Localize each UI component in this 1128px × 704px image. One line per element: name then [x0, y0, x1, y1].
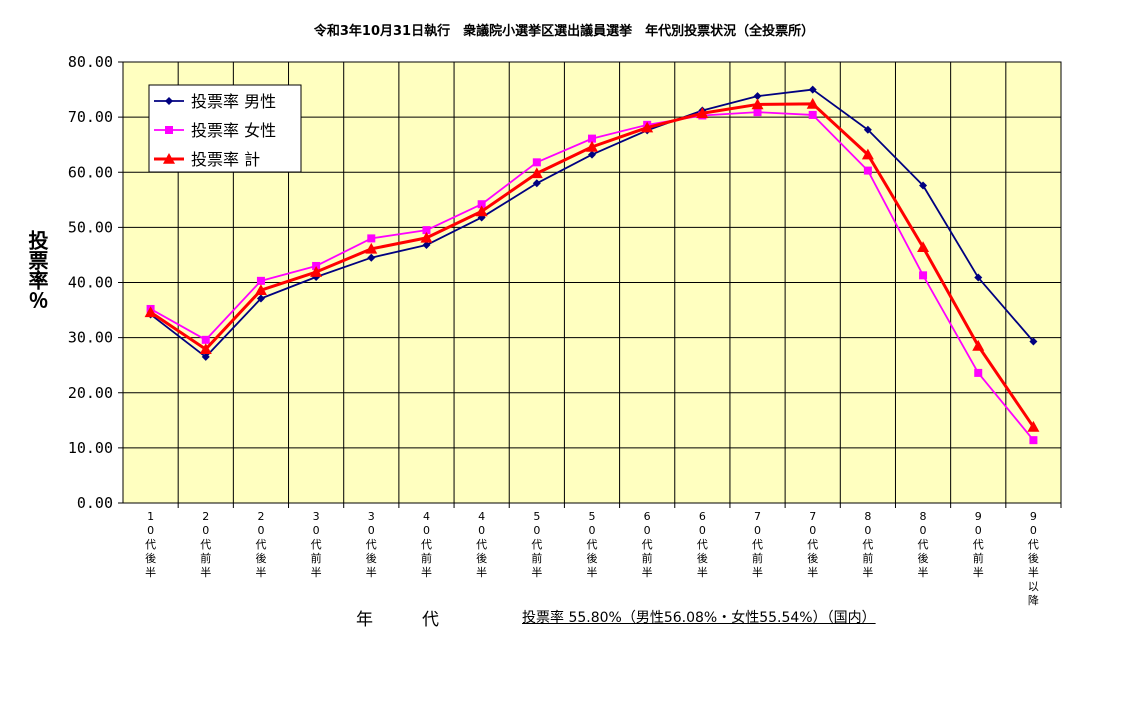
- point-marker: [919, 271, 928, 280]
- point-marker: [422, 226, 431, 235]
- y-tick-label: 10.00: [68, 439, 113, 457]
- point-marker: [144, 306, 157, 318]
- x-category-label: 5 0 代後半: [587, 510, 598, 579]
- point-marker: [1029, 337, 1038, 346]
- x-category-label: 9 0 代後半以降: [1028, 510, 1039, 607]
- point-marker: [201, 352, 210, 361]
- point-marker: [696, 107, 709, 119]
- x-category-label: 6 0 代前半: [642, 510, 653, 579]
- turnout-summary: 投票率 55.80%（男性56.08%・女性55.54%）（国内）: [522, 610, 876, 626]
- point-marker: [588, 150, 596, 159]
- y-axis-ticks: 0.00 10.00 20.00 30.00 40.00 50.00 60.00 70.00 8…: [68, 53, 123, 512]
- point-marker: [863, 166, 872, 175]
- y-tick-label: 80.00: [68, 53, 113, 71]
- x-category-label: 2 0 代後半: [255, 510, 266, 579]
- y-tick-label: 30.00: [68, 329, 113, 347]
- series-diamond: [146, 85, 1038, 361]
- point-marker: [532, 158, 541, 167]
- data-series: [144, 85, 1040, 445]
- point-marker: [808, 110, 817, 119]
- point-marker: [532, 179, 541, 188]
- point-marker: [199, 343, 212, 355]
- point-marker: [974, 368, 983, 377]
- point-marker: [477, 200, 486, 209]
- x-category-label: 3 0 代前半: [311, 510, 322, 579]
- point-marker: [256, 276, 265, 285]
- x-category-label: 4 0 代前半: [421, 510, 432, 579]
- point-marker: [165, 97, 173, 105]
- x-category-label: 6 0 代後半: [697, 510, 708, 579]
- point-marker: [753, 92, 762, 101]
- point-marker: [753, 108, 762, 117]
- legend-label: 投票率 男性: [191, 92, 276, 111]
- y-tick-label: 40.00: [68, 274, 113, 292]
- point-marker: [917, 241, 930, 253]
- point-marker: [919, 181, 928, 190]
- point-marker: [808, 85, 817, 94]
- point-marker: [861, 148, 874, 160]
- x-category-label: 7 0 代前半: [752, 510, 763, 579]
- x-category-label: 8 0 代前半: [862, 510, 873, 579]
- legend-label: 投票率 計: [191, 150, 260, 169]
- x-axis-label: 年 代: [356, 610, 455, 630]
- point-marker: [1027, 420, 1040, 432]
- point-marker: [972, 339, 985, 351]
- y-axis-label: 投票率％: [24, 230, 49, 316]
- point-marker: [806, 97, 819, 109]
- y-tick-label: 20.00: [68, 384, 113, 402]
- x-category-label: 7 0 代後半: [807, 510, 818, 579]
- y-tick-label: 0.00: [77, 494, 113, 512]
- x-category-label: 1 0 代後半: [145, 510, 156, 579]
- series-square: [146, 108, 1038, 445]
- point-marker: [530, 167, 543, 179]
- x-category-label: 9 0 代前半: [973, 510, 984, 579]
- point-marker: [420, 231, 433, 243]
- point-marker: [475, 205, 488, 217]
- point-marker: [163, 153, 175, 164]
- point-marker: [254, 284, 267, 296]
- point-marker: [641, 121, 654, 133]
- y-tick-label: 50.00: [68, 218, 113, 236]
- point-marker: [201, 335, 210, 344]
- x-category-label: 4 0 代後半: [476, 510, 487, 579]
- point-marker: [974, 273, 983, 282]
- point-marker: [365, 242, 378, 254]
- point-marker: [422, 241, 431, 250]
- legend-label: 投票率 女性: [191, 121, 276, 140]
- x-axis-categories: 1 0 代後半 2 0 代前半 2 0 代後半 3 0 代前半 3 0 代後半 4 0 代前半 4 0 代後半 5 0 代前半…: [145, 503, 1062, 607]
- point-marker: [751, 98, 764, 110]
- x-category-label: 5 0 代前半: [531, 510, 542, 579]
- series-triangle: [144, 97, 1040, 432]
- point-marker: [165, 126, 173, 134]
- point-marker: [863, 125, 872, 134]
- point-marker: [588, 134, 596, 143]
- point-marker: [1029, 436, 1038, 445]
- point-marker: [312, 261, 321, 270]
- chart-title: 令和3年10月31日執行 衆議院小選挙区選出議員選挙 年代別投票状況（全投票所）: [313, 24, 815, 39]
- y-tick-label: 70.00: [68, 108, 113, 126]
- point-marker: [256, 294, 265, 303]
- x-category-label: 8 0 代後半: [918, 510, 929, 579]
- y-axis-label-text: 投票率％: [25, 230, 49, 310]
- point-marker: [586, 140, 598, 152]
- x-category-label: 2 0 代前半: [200, 510, 211, 579]
- x-category-label: 3 0 代後半: [366, 510, 377, 579]
- point-marker: [310, 266, 323, 277]
- point-marker: [367, 234, 376, 243]
- y-tick-label: 60.00: [68, 163, 113, 181]
- point-marker: [367, 253, 376, 262]
